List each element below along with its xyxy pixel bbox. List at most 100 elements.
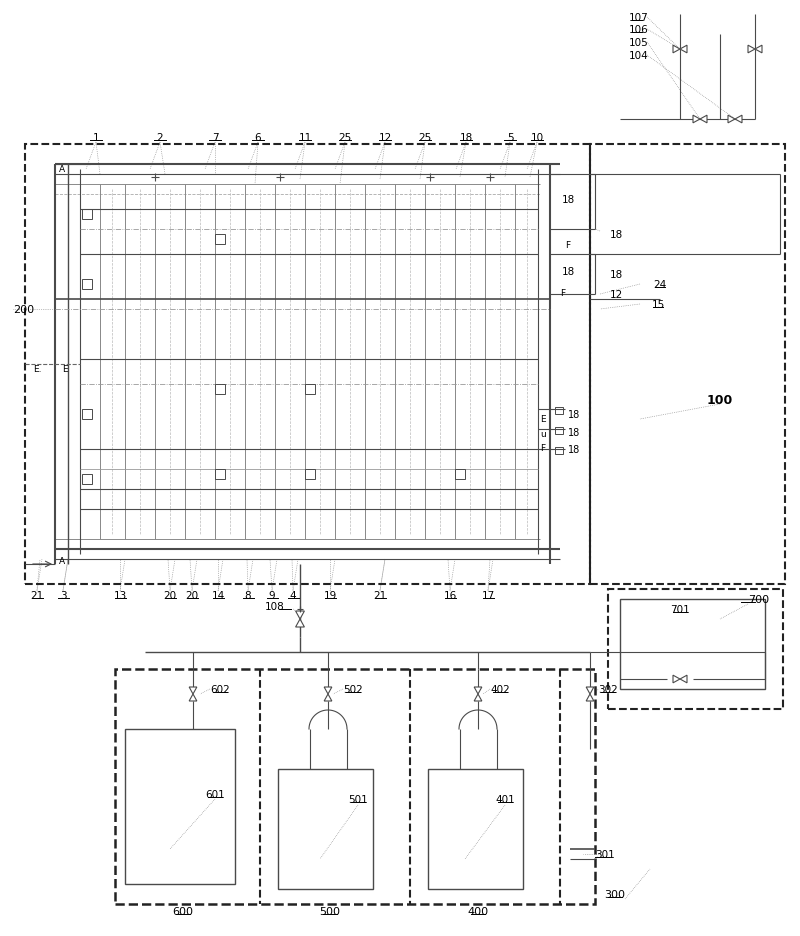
Bar (215, 470, 225, 479)
Text: 16: 16 (443, 591, 457, 600)
Bar (278, 769, 373, 889)
Bar (428, 769, 523, 889)
Text: 9: 9 (269, 591, 275, 600)
Text: 501: 501 (348, 794, 368, 804)
Bar (125, 729, 235, 885)
Text: 20: 20 (163, 591, 177, 600)
Text: 401: 401 (495, 794, 515, 804)
Bar (215, 235, 225, 244)
Text: 3: 3 (60, 591, 66, 600)
Text: 10: 10 (530, 133, 543, 143)
Text: 700: 700 (748, 594, 769, 605)
Text: 7: 7 (212, 133, 218, 143)
Text: 502: 502 (343, 684, 363, 695)
Text: 18: 18 (610, 229, 623, 240)
Polygon shape (586, 695, 594, 701)
Bar (305, 385, 315, 395)
Text: 18: 18 (610, 270, 623, 280)
Text: F: F (541, 444, 546, 453)
Text: A: A (59, 557, 65, 566)
Text: 12: 12 (378, 133, 392, 143)
Text: 18: 18 (562, 195, 574, 205)
Bar (115, 669, 595, 904)
Text: 13: 13 (114, 591, 126, 600)
Text: 108: 108 (266, 601, 285, 611)
Polygon shape (748, 46, 755, 53)
Polygon shape (673, 676, 680, 683)
Polygon shape (755, 46, 762, 53)
Text: 600: 600 (173, 906, 194, 916)
Text: 11: 11 (298, 133, 312, 143)
Text: 24: 24 (654, 280, 666, 289)
Text: 4: 4 (290, 591, 296, 600)
Text: 300: 300 (604, 889, 625, 899)
Text: 100: 100 (707, 393, 733, 406)
Text: 18: 18 (568, 445, 580, 455)
Text: 2: 2 (157, 133, 163, 143)
Text: 25: 25 (338, 133, 352, 143)
Text: 104: 104 (629, 51, 649, 61)
Text: 400: 400 (467, 906, 489, 916)
Text: 602: 602 (210, 684, 230, 695)
Bar (455, 470, 465, 479)
Text: 18: 18 (568, 410, 580, 419)
Bar (555, 428, 563, 434)
Text: 105: 105 (629, 38, 649, 48)
Text: 1: 1 (93, 133, 99, 143)
Polygon shape (700, 116, 707, 124)
Text: 17: 17 (482, 591, 494, 600)
Polygon shape (680, 676, 687, 683)
Text: u: u (540, 430, 546, 439)
Bar (620, 599, 765, 689)
Bar (608, 590, 783, 709)
Text: 12: 12 (610, 289, 623, 300)
Polygon shape (324, 687, 332, 695)
Bar (305, 470, 315, 479)
Text: 6: 6 (254, 133, 262, 143)
Polygon shape (474, 687, 482, 695)
Text: 106: 106 (629, 25, 649, 35)
Text: 402: 402 (490, 684, 510, 695)
Text: 19: 19 (323, 591, 337, 600)
Text: F: F (565, 241, 570, 249)
Polygon shape (673, 46, 680, 53)
Text: E: E (540, 415, 546, 424)
Polygon shape (586, 687, 594, 695)
Polygon shape (728, 116, 735, 124)
Text: 200: 200 (13, 305, 34, 314)
Bar (25, 145, 590, 584)
Bar (215, 385, 225, 395)
Bar (82, 475, 92, 485)
Text: 302: 302 (598, 684, 618, 695)
Text: 301: 301 (595, 849, 614, 859)
Polygon shape (474, 695, 482, 701)
Polygon shape (693, 116, 700, 124)
Text: 5: 5 (506, 133, 514, 143)
Text: 20: 20 (186, 591, 198, 600)
Polygon shape (680, 46, 687, 53)
Text: 15: 15 (651, 300, 665, 310)
Text: 107: 107 (629, 13, 649, 23)
Text: 18: 18 (459, 133, 473, 143)
Bar (82, 280, 92, 289)
Text: 25: 25 (418, 133, 432, 143)
Text: E: E (62, 365, 68, 374)
Polygon shape (189, 695, 197, 701)
Bar (555, 407, 563, 415)
Text: 21: 21 (30, 591, 44, 600)
Text: 500: 500 (319, 906, 341, 916)
Bar (555, 447, 563, 455)
Text: 14: 14 (211, 591, 225, 600)
Text: 18: 18 (568, 428, 580, 437)
Bar (82, 410, 92, 419)
Text: F: F (560, 288, 565, 298)
Polygon shape (735, 116, 742, 124)
Text: 701: 701 (670, 605, 690, 614)
Text: A: A (59, 166, 65, 174)
Text: E.: E. (33, 365, 42, 374)
Polygon shape (189, 687, 197, 695)
Polygon shape (296, 620, 304, 627)
Bar (590, 145, 785, 584)
Bar (82, 210, 92, 220)
Text: 18: 18 (562, 267, 574, 277)
